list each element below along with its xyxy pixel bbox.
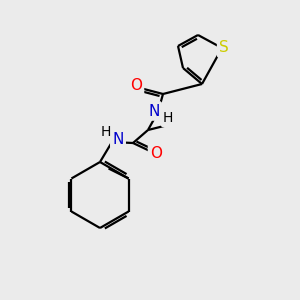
Text: N: N: [112, 131, 124, 146]
Text: N: N: [148, 103, 160, 118]
Text: H: H: [101, 125, 111, 139]
Text: S: S: [219, 40, 229, 56]
Text: H: H: [163, 111, 173, 125]
Text: O: O: [130, 79, 142, 94]
Text: O: O: [150, 146, 162, 161]
